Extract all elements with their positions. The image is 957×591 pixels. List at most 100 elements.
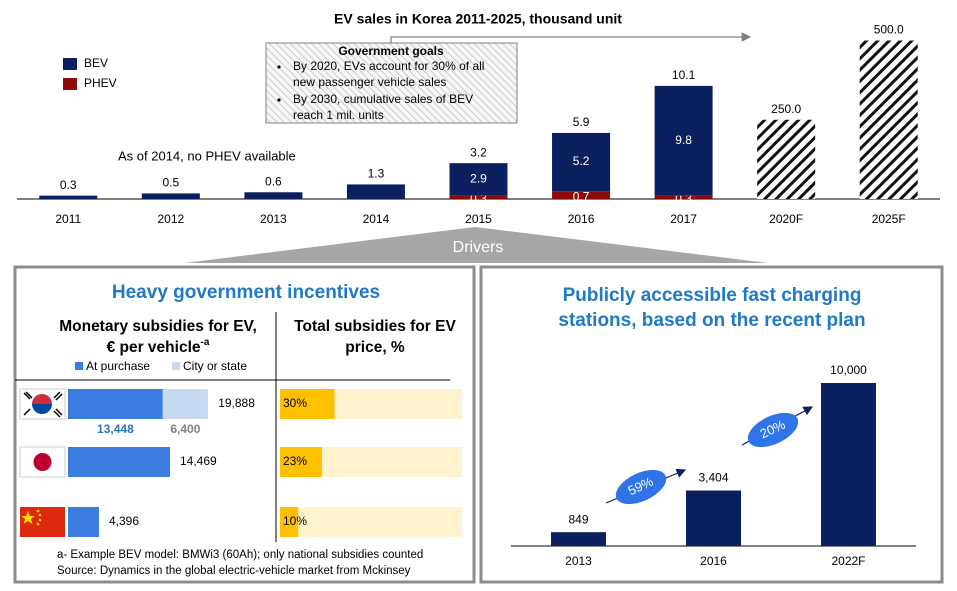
- total-label: 3.2: [470, 145, 487, 159]
- forecast-bar: [859, 40, 918, 200]
- x-tick-label: 2015: [465, 212, 492, 226]
- chart-title: price, %: [345, 339, 405, 356]
- total-label: 250.0: [771, 102, 801, 116]
- bar-segment: [68, 507, 99, 537]
- bar-segment: [449, 195, 508, 199]
- growth-badge: [747, 412, 799, 448]
- segment-label: 9.8: [675, 133, 692, 147]
- value-label: 3,404: [698, 471, 728, 485]
- flag-korea: [19, 388, 66, 420]
- bar-segment: [39, 195, 98, 199]
- bar-segment: [141, 193, 200, 199]
- legend-swatch: [63, 58, 77, 70]
- x-tick-label: 2020F: [769, 212, 803, 226]
- chart-title: € per vehicle-a: [107, 337, 210, 356]
- value-label: 23%: [283, 454, 307, 468]
- x-tick-label: 2017: [670, 212, 697, 226]
- legend-label: At purchase: [86, 359, 150, 373]
- callout-bullet: reach 1 mil. units: [293, 108, 384, 122]
- panel-title: stations, based on the recent plan: [558, 310, 865, 331]
- total-label: 14,469: [180, 454, 217, 468]
- bar-segment: [552, 191, 611, 199]
- drivers-label: Drivers: [453, 239, 504, 256]
- bar: [280, 447, 322, 477]
- chart-title: Monetary subsidies for EV,: [59, 318, 257, 335]
- bar: [686, 490, 741, 546]
- bar-segment: [346, 184, 405, 199]
- x-tick-label: 2016: [568, 212, 595, 226]
- segment-label: 6,400: [170, 422, 200, 436]
- panel-title: Publicly accessible fast charging: [563, 285, 862, 306]
- callout-title: Government goals: [338, 44, 444, 58]
- legend-swatch: [172, 362, 180, 370]
- bar-segment: [654, 195, 713, 199]
- panel-title: Heavy government incentives: [112, 282, 380, 303]
- right-panel: [479, 265, 944, 584]
- callout-box: [265, 42, 518, 124]
- segment-label: 5.2: [573, 154, 590, 168]
- callout-bullet: By 2020, EVs account for 30% of all: [293, 59, 484, 73]
- total-label: 0.5: [162, 176, 179, 190]
- value-label: 30%: [283, 396, 307, 410]
- bar-segment: [552, 132, 611, 192]
- forecast-bar: [757, 119, 816, 199]
- bar: [280, 389, 335, 419]
- superscript: -a: [201, 337, 210, 348]
- bullet-dot: [277, 65, 281, 69]
- total-label: 4,396: [109, 514, 139, 528]
- x-tick-label: 2013: [565, 554, 592, 568]
- segment-label: 0.7: [573, 189, 590, 203]
- total-label: 0.3: [60, 178, 77, 192]
- x-tick-label: 2022F: [831, 554, 865, 568]
- total-label: 5.9: [573, 115, 590, 129]
- bar-segment: [449, 163, 508, 196]
- bar-segment: [162, 389, 208, 419]
- growth-badge: [615, 469, 667, 505]
- total-label: 19,888: [218, 396, 255, 410]
- legend-swatch: [75, 362, 83, 370]
- total-label: 500.0: [874, 23, 904, 37]
- segment-label: 2.9: [470, 172, 487, 186]
- footnote: Source: Dynamics in the global electric-…: [57, 565, 411, 577]
- bar-segment: [654, 85, 713, 196]
- x-tick-label: 2011: [55, 212, 81, 226]
- flag-japan: [19, 446, 66, 478]
- bar-track: [280, 507, 462, 537]
- value-label: 849: [568, 512, 588, 526]
- total-label: 10.1: [672, 68, 696, 82]
- bar: [821, 383, 876, 546]
- legend-label: BEV: [84, 56, 108, 70]
- callout-bullet: new passenger vehicle sales: [293, 75, 446, 89]
- flag-china: [20, 507, 65, 537]
- value-label: 10,000: [830, 363, 867, 377]
- bar-segment: [244, 192, 303, 199]
- total-label: 1.3: [368, 167, 385, 181]
- chart-title: EV sales in Korea 2011-2025, thousand un…: [334, 11, 622, 27]
- bar: [551, 532, 606, 546]
- bar: [280, 507, 299, 537]
- x-tick-label: 2013: [260, 212, 287, 226]
- callout-arrow: [390, 32, 752, 43]
- left-panel: [13, 265, 476, 584]
- chart-title-line: € per vehicle: [107, 339, 201, 356]
- bullet-dot: [277, 98, 281, 102]
- value-label: 10%: [283, 514, 307, 528]
- chart-title-line: Monetary subsidies for EV,: [59, 318, 257, 335]
- chart-title: Total subsidies for EV: [294, 318, 456, 335]
- x-tick-label: 2012: [157, 212, 184, 226]
- bar-segment: [68, 389, 163, 419]
- legend-label: PHEV: [84, 76, 117, 90]
- total-label: 0.6: [265, 174, 282, 188]
- legend-swatch: [63, 78, 77, 90]
- x-tick-label: 2025F: [872, 212, 906, 226]
- footnote: a- Example BEV model: BMWi3 (60Ah); only…: [57, 549, 423, 561]
- legend-label: City or state: [183, 359, 247, 373]
- bar-segment: [68, 447, 171, 477]
- callout-bullet: By 2030, cumulative sales of BEV: [293, 92, 473, 106]
- x-tick-label: 2016: [700, 554, 727, 568]
- drivers-banner: [185, 227, 768, 263]
- annotation: As of 2014, no PHEV available: [118, 148, 296, 163]
- x-tick-label: 2014: [363, 212, 390, 226]
- segment-label: 13,448: [97, 422, 134, 436]
